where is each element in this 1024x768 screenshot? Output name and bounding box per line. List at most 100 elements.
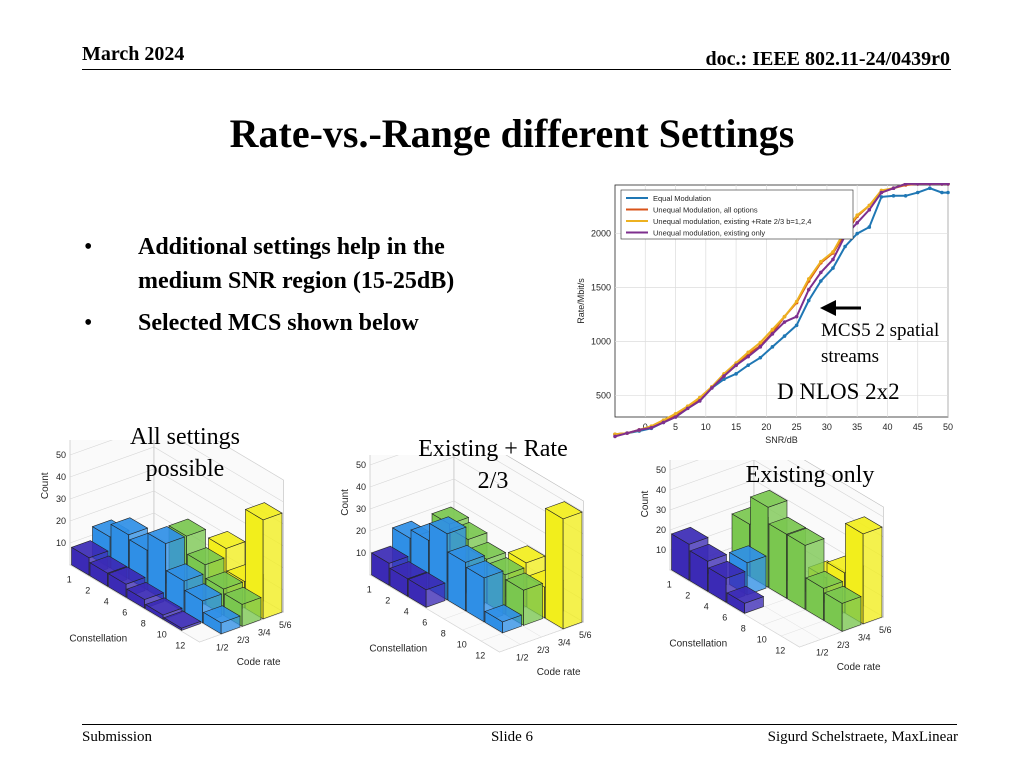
- code-rate-tick-label: 5/6: [279, 620, 292, 630]
- constellation-tick-label: 2: [685, 591, 690, 601]
- constellation-tick-label: 1: [667, 580, 672, 590]
- bullet-dot: •: [84, 310, 93, 336]
- bar-top-face: [544, 501, 583, 520]
- constellation-tick-label: 6: [722, 613, 727, 623]
- data-point: [946, 190, 950, 195]
- constellation-tick-label: 8: [741, 624, 746, 634]
- constellation-tick-label: 6: [122, 608, 127, 618]
- constellation-tick-label: 8: [141, 619, 146, 629]
- constellation-tick-label: 6: [422, 618, 427, 628]
- data-point: [928, 183, 932, 186]
- data-point: [879, 195, 884, 199]
- bar-top-face: [126, 581, 165, 600]
- x-tick-label: 5: [673, 422, 678, 432]
- data-point: [770, 327, 775, 332]
- data-point: [819, 259, 823, 264]
- count-tick-label: 40: [656, 485, 666, 495]
- data-point: [855, 213, 859, 218]
- header-divider: [82, 69, 951, 70]
- count-tick-label: 30: [56, 494, 66, 504]
- bar-top-face: [205, 571, 244, 590]
- header-doc-id: doc.: IEEE 802.11-24/0439r0: [705, 48, 950, 70]
- data-point: [867, 208, 872, 212]
- y-tick-label: 500: [596, 390, 611, 400]
- constellation-tick-label: 8: [441, 629, 446, 639]
- bar-top-face: [186, 547, 225, 566]
- data-point: [722, 374, 726, 378]
- data-point: [746, 354, 750, 359]
- x-tick-label: 25: [792, 422, 802, 432]
- count-tick-label: 20: [56, 516, 66, 526]
- z-gridline: [369, 478, 584, 557]
- data-point: [831, 266, 835, 270]
- constellation-tick-label: 4: [404, 607, 409, 617]
- z-gridline: [69, 446, 284, 525]
- bar-top-face: [165, 563, 204, 582]
- z-gridline: [369, 500, 584, 579]
- channel-annotation: D NLOS 2x2: [777, 379, 900, 404]
- bar-top-face: [244, 502, 283, 521]
- bar-top-face: [670, 526, 709, 545]
- data-point: [673, 415, 678, 419]
- x-tick-label: 15: [731, 422, 741, 432]
- constellation-axis-label: Constellation: [69, 634, 127, 645]
- code-rate-tick-label: 1/2: [816, 647, 829, 657]
- data-point: [746, 350, 750, 355]
- bar-top-face: [370, 545, 409, 564]
- bar-top-face: [726, 585, 765, 604]
- data-point: [673, 411, 678, 416]
- data-point: [903, 193, 908, 198]
- mcs-annotation: MCS5 2 spatial streams: [821, 320, 940, 367]
- code-rate-tick-label: 5/6: [579, 630, 592, 640]
- data-point: [891, 186, 896, 191]
- data-point: [782, 314, 787, 319]
- constellation-tick-label: 1: [367, 585, 372, 595]
- data-point: [782, 320, 787, 324]
- legend-entry: Unequal Modulation, all options: [653, 206, 758, 215]
- bullet-text: Selected MCS shown below: [138, 310, 419, 336]
- bar-top-face: [223, 586, 262, 605]
- data-point: [819, 279, 823, 283]
- bar-top-face: [389, 561, 428, 580]
- bar-front-face: [787, 534, 806, 610]
- count-tick-label: 10: [656, 545, 666, 555]
- bar-top-face: [786, 527, 825, 546]
- code-rate-axis-label: Code rate: [237, 657, 281, 668]
- count-axis-label: Count: [40, 472, 51, 499]
- code-rate-tick-label: 3/4: [258, 627, 271, 637]
- footer-slide-number: Slide 6: [490, 729, 534, 745]
- label-existing-rate23: Existing + Rate 2/3: [418, 436, 568, 494]
- data-point: [746, 363, 750, 368]
- footer-divider: [82, 724, 957, 725]
- data-point: [794, 314, 799, 319]
- bar: [407, 572, 446, 608]
- code-rate-tick-label: 3/4: [858, 632, 871, 642]
- constellation-tick-label: 4: [704, 602, 709, 612]
- code-rate-tick-label: 1/2: [516, 652, 529, 662]
- constellation-tick-label: 12: [175, 641, 185, 651]
- bullet-dot: •: [84, 234, 93, 260]
- bar: [163, 610, 202, 631]
- data-point: [770, 345, 775, 349]
- floor-gridline: [669, 569, 800, 648]
- data-point: [855, 231, 859, 236]
- constellation-tick-label: 4: [104, 597, 109, 607]
- bar-top-face: [110, 517, 149, 536]
- z-gridline: [369, 455, 584, 513]
- constellation-tick-label: 2: [85, 586, 90, 596]
- bullet-item: • Selected MCS shown below: [84, 306, 514, 340]
- count-tick-label: 50: [56, 450, 66, 460]
- x-tick-label: 50: [943, 422, 953, 432]
- data-point: [806, 287, 811, 292]
- code-rate-tick-label: 1/2: [216, 642, 229, 652]
- count-tick-label: 30: [356, 504, 366, 514]
- count-tick-label: 10: [56, 538, 66, 548]
- data-point: [758, 355, 763, 360]
- data-point: [734, 363, 738, 368]
- count-tick-label: 10: [356, 548, 366, 558]
- y-tick-label: 1500: [591, 283, 611, 293]
- data-point: [649, 425, 654, 430]
- constellation-axis-label: Constellation: [369, 644, 427, 655]
- x-tick-label: 20: [761, 422, 771, 432]
- header-date: March 2024: [82, 43, 185, 65]
